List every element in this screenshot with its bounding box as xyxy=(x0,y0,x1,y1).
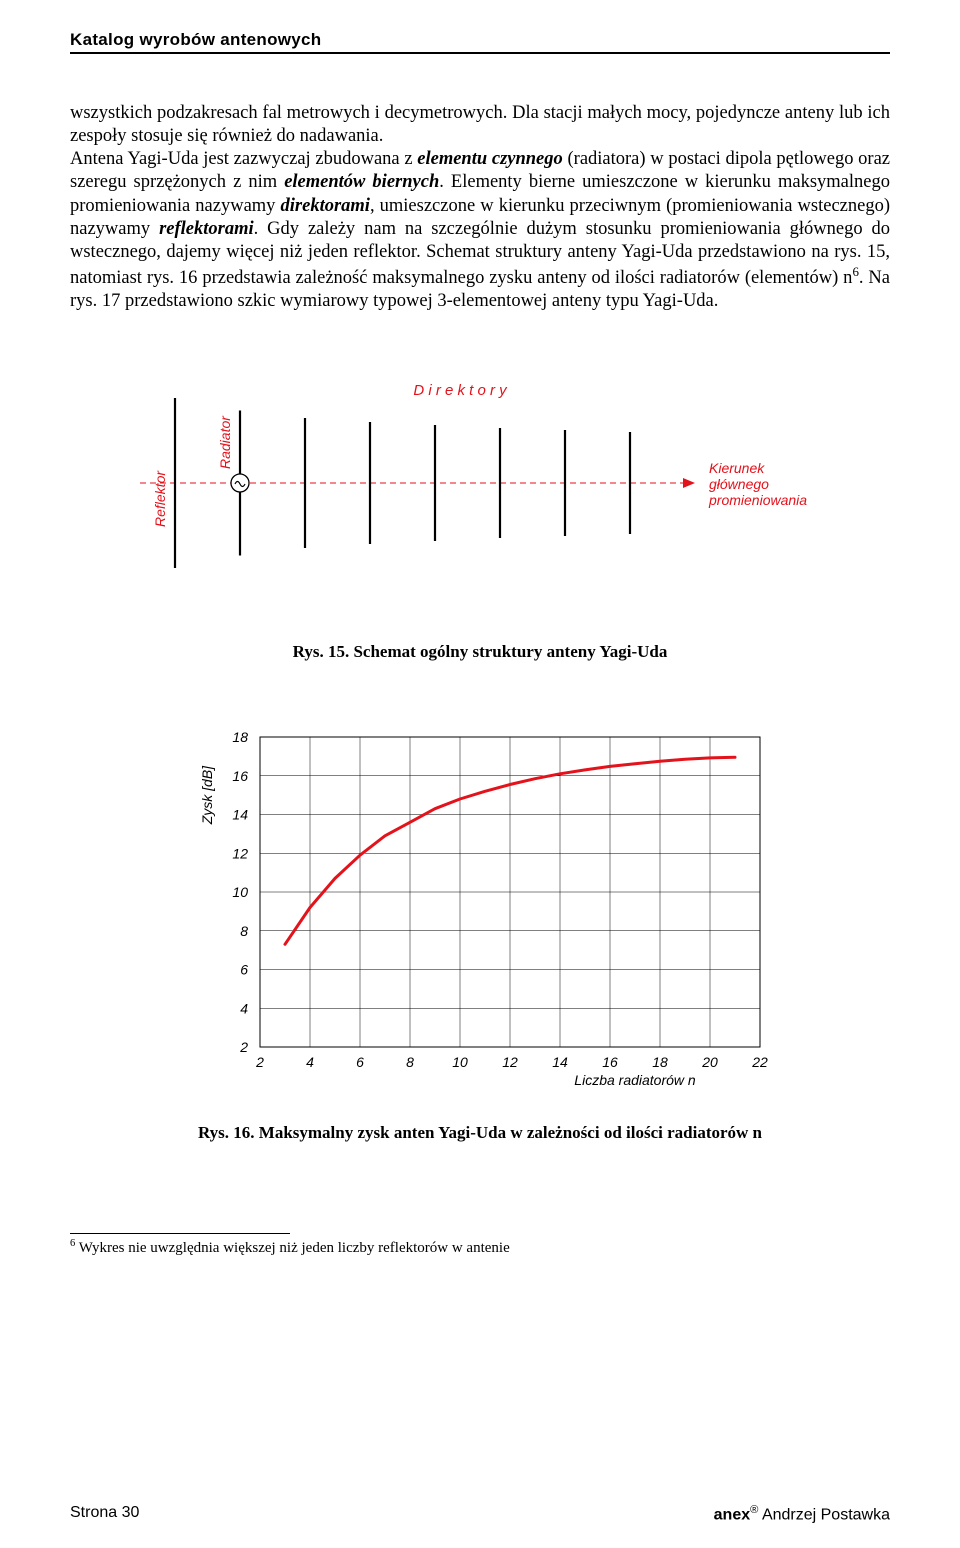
gain-chart: 24681012141618202224681012141618Zysk [dB… xyxy=(180,722,780,1107)
svg-text:4: 4 xyxy=(306,1054,314,1070)
svg-text:Radiator: Radiator xyxy=(217,415,233,469)
svg-text:16: 16 xyxy=(602,1054,618,1070)
svg-text:22: 22 xyxy=(751,1054,768,1070)
yagi-diagram: D i r e k t o r y Reflektor Radiator Kierun… xyxy=(140,383,820,618)
svg-text:Zysk [dB]: Zysk [dB] xyxy=(199,765,215,825)
footer-brand: anex® Andrzej Postawka xyxy=(714,1504,890,1524)
footnote-marker: 6 xyxy=(70,1238,75,1249)
svg-text:14: 14 xyxy=(232,807,248,823)
footnote: 6 Wykres nie uwzględnia większej niż jed… xyxy=(70,1238,890,1257)
footnote-rule xyxy=(70,1233,290,1234)
svg-text:12: 12 xyxy=(232,846,248,862)
svg-text:10: 10 xyxy=(452,1054,468,1070)
svg-text:18: 18 xyxy=(232,729,248,745)
brand-name: anex xyxy=(714,1506,750,1523)
svg-text:4: 4 xyxy=(240,1001,248,1017)
svg-text:głównego: głównego xyxy=(709,476,769,492)
svg-text:2: 2 xyxy=(239,1039,248,1055)
header-rule xyxy=(70,52,890,54)
body-paragraph: wszystkich podzakresach fal metrowych i … xyxy=(70,102,890,313)
page-number: Strona 30 xyxy=(70,1504,139,1524)
registered-icon: ® xyxy=(750,1504,758,1516)
svg-text:6: 6 xyxy=(356,1054,364,1070)
svg-text:10: 10 xyxy=(232,884,248,900)
diagram-svg: D i r e k t o r y Reflektor Radiator Kierun… xyxy=(140,383,820,613)
chart-svg: 24681012141618202224681012141618Zysk [dB… xyxy=(180,722,780,1102)
svg-text:18: 18 xyxy=(652,1054,668,1070)
svg-text:Kierunek: Kierunek xyxy=(709,460,765,476)
svg-text:14: 14 xyxy=(552,1054,568,1070)
svg-text:D i r e k t o r y: D i r e k t o r y xyxy=(413,383,508,399)
fig16-caption: Rys. 16. Maksymalny zysk anten Yagi-Uda … xyxy=(70,1123,890,1143)
svg-text:Liczba radiatorów n: Liczba radiatorów n xyxy=(574,1072,696,1088)
svg-text:8: 8 xyxy=(406,1054,414,1070)
svg-text:6: 6 xyxy=(240,962,248,978)
svg-text:2: 2 xyxy=(255,1054,264,1070)
svg-text:8: 8 xyxy=(240,923,248,939)
author-name: Andrzej Postawka xyxy=(762,1506,890,1523)
svg-text:Reflektor: Reflektor xyxy=(152,470,168,527)
svg-text:20: 20 xyxy=(701,1054,718,1070)
header-title: Katalog wyrobów antenowych xyxy=(70,30,890,50)
footer: Strona 30 anex® Andrzej Postawka xyxy=(70,1504,890,1524)
svg-text:promieniowania: promieniowania xyxy=(708,492,807,508)
svg-text:16: 16 xyxy=(232,768,248,784)
fig15-caption: Rys. 15. Schemat ogólny struktury anteny… xyxy=(70,642,890,662)
footnote-text: Wykres nie uwzględnia większej niż jeden… xyxy=(79,1240,510,1256)
svg-text:12: 12 xyxy=(502,1054,518,1070)
